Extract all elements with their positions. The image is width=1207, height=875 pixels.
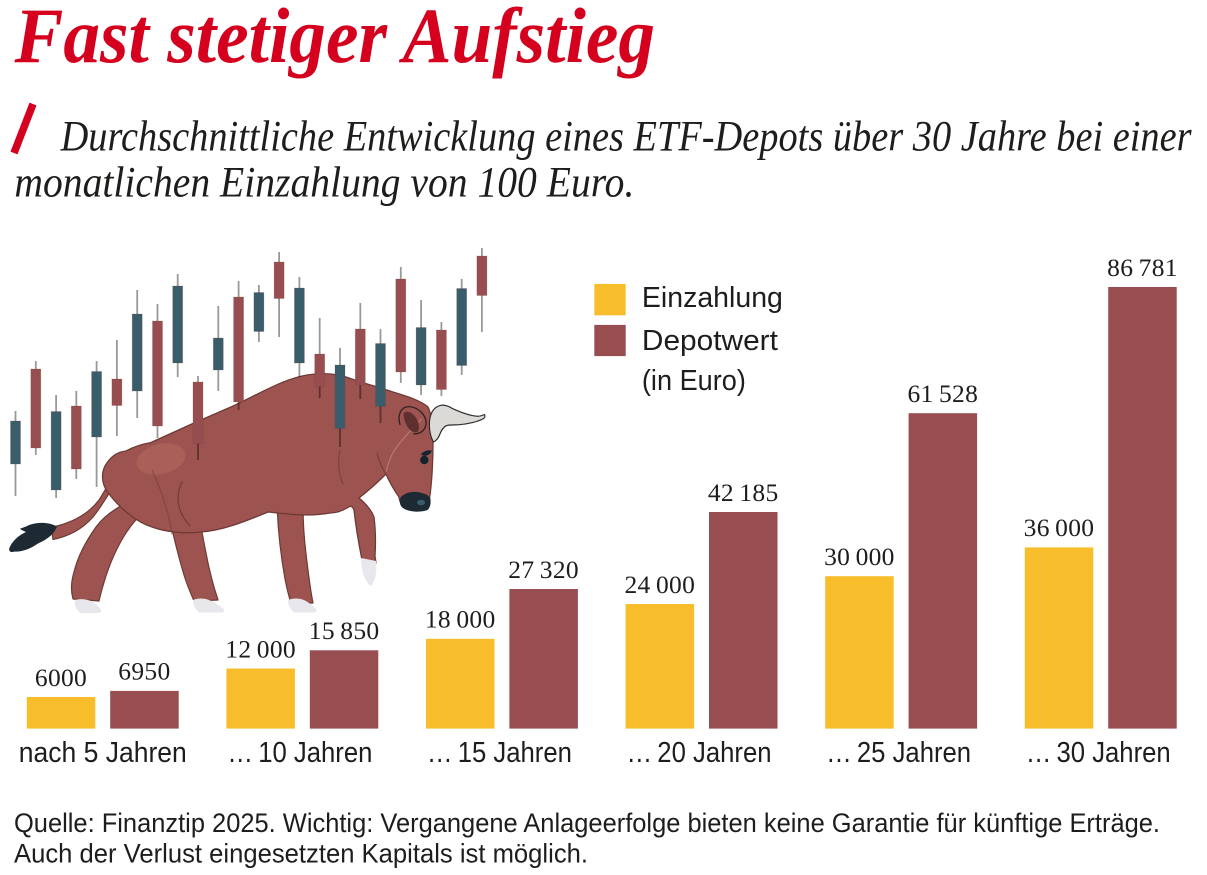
svg-text:15 850: 15 850	[309, 616, 380, 645]
svg-text:24 000: 24 000	[624, 570, 695, 599]
svg-text:nach 5 Jahren: nach 5 Jahren	[19, 737, 187, 769]
svg-text:… 20 Jahren: … 20 Jahren	[627, 737, 772, 769]
svg-text:12 000: 12 000	[225, 634, 296, 663]
svg-text:Einzahlung: Einzahlung	[642, 282, 783, 314]
svg-text:18 000: 18 000	[425, 605, 496, 634]
svg-text:Quelle: Finanztip 2025. Wichti: Quelle: Finanztip 2025. Wichtig: Vergang…	[14, 808, 1160, 838]
svg-text:6000: 6000	[35, 663, 87, 692]
svg-text:30 000: 30 000	[824, 542, 895, 571]
svg-text:Durchschnittliche Entwicklung: Durchschnittliche Entwicklung eines ETF-…	[60, 113, 1193, 161]
svg-text:Depotwert: Depotwert	[642, 325, 778, 357]
svg-text:Auch der Verlust eingesetzten: Auch der Verlust eingesetzten Kapitals i…	[14, 839, 588, 869]
svg-text:… 10 Jahren: … 10 Jahren	[227, 737, 372, 769]
svg-text:27 320: 27 320	[508, 555, 579, 584]
svg-text:Fast stetiger Aufstieg: Fast stetiger Aufstieg	[14, 0, 655, 79]
svg-text:86 781: 86 781	[1107, 253, 1178, 282]
svg-text:… 15 Jahren: … 15 Jahren	[427, 737, 572, 769]
svg-text:6950: 6950	[118, 657, 170, 686]
svg-text:(in Euro): (in Euro)	[642, 365, 746, 397]
svg-text:… 30 Jahren: … 30 Jahren	[1026, 737, 1171, 769]
svg-text:36 000: 36 000	[1024, 513, 1095, 542]
svg-text:42 185: 42 185	[708, 478, 779, 507]
svg-text:61 528: 61 528	[907, 379, 978, 408]
svg-text:… 25 Jahren: … 25 Jahren	[826, 737, 971, 769]
svg-text:monatlichen Einzahlung von 100: monatlichen Einzahlung von 100 Euro.	[14, 158, 634, 206]
